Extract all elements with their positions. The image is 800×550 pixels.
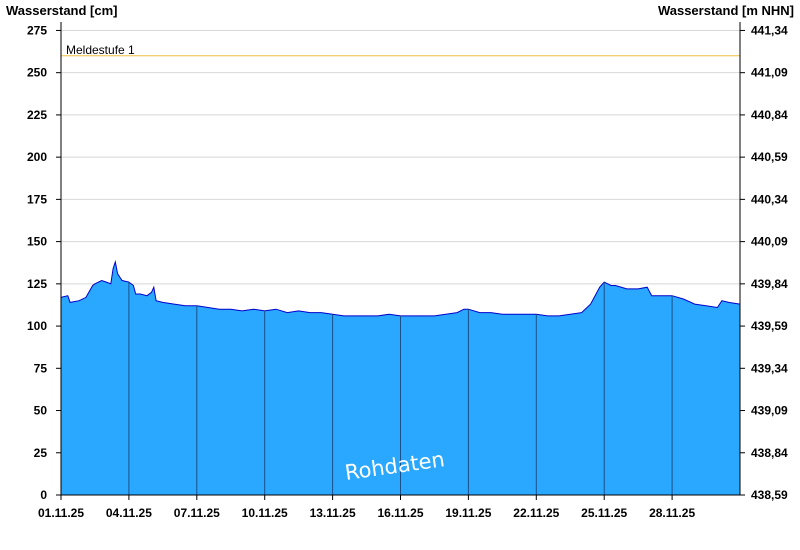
x-tick-label: 01.11.25: [38, 506, 84, 520]
right-tick-label: 440,84: [751, 108, 788, 122]
left-tick-label: 125: [27, 277, 47, 291]
left-tick-labels: 0 25 50 75 100 125 150 175 200 225 250 275: [27, 23, 47, 502]
right-tick-label: 441,34: [751, 23, 788, 37]
left-tick-label: 75: [34, 361, 48, 375]
x-tick-label: 04.11.25: [106, 506, 152, 520]
x-tick-label: 19.11.25: [445, 506, 491, 520]
left-tick-label: 225: [27, 108, 47, 122]
x-tick-label: 10.11.25: [242, 506, 288, 520]
left-tick-label: 250: [27, 66, 47, 80]
right-tick-label: 438,84: [751, 446, 788, 460]
day-separator-lines: [128, 282, 673, 495]
threshold-label: Meldestufe 1: [66, 43, 135, 57]
x-tick-labels: 01.11.25 04.11.25 07.11.25 10.11.25 13.11.25…: [38, 506, 695, 520]
right-tick-label: 440,59: [751, 150, 788, 164]
right-tick-label: 439,84: [751, 277, 788, 291]
left-axis-title: Wasserstand [cm]: [6, 3, 118, 18]
x-tick-label: 22.11.25: [513, 506, 559, 520]
left-tick-label: 275: [27, 23, 47, 37]
left-tick-label: 50: [34, 404, 48, 418]
right-tick-label: 439,59: [751, 319, 788, 333]
x-tick-label: 28.11.25: [649, 506, 695, 520]
right-axis-title: Wasserstand [m NHN]: [658, 3, 794, 18]
x-tick-label: 16.11.25: [377, 506, 423, 520]
left-tick-label: 175: [27, 192, 47, 206]
left-tick-label: 100: [27, 319, 47, 333]
right-tick-label: 440,34: [751, 192, 788, 206]
left-tick-label: 25: [34, 446, 48, 460]
x-tick-label: 07.11.25: [174, 506, 220, 520]
axes: [56, 22, 745, 500]
left-tick-label: 200: [27, 150, 47, 164]
right-tick-labels: 438,59 438,84 439,09 439,34 439,59 439,84 440,…: [751, 23, 788, 502]
left-tick-label: 150: [27, 235, 47, 249]
right-tick-label: 441,09: [751, 66, 788, 80]
x-tick-label: 25.11.25: [581, 506, 627, 520]
left-tick-label: 0: [40, 488, 47, 502]
right-tick-label: 439,09: [751, 404, 788, 418]
right-tick-label: 440,09: [751, 235, 788, 249]
water-level-line: [60, 259, 741, 317]
right-tick-label: 438,59: [751, 488, 788, 502]
x-tick-label: 13.11.25: [310, 506, 356, 520]
right-tick-label: 439,34: [751, 361, 788, 375]
